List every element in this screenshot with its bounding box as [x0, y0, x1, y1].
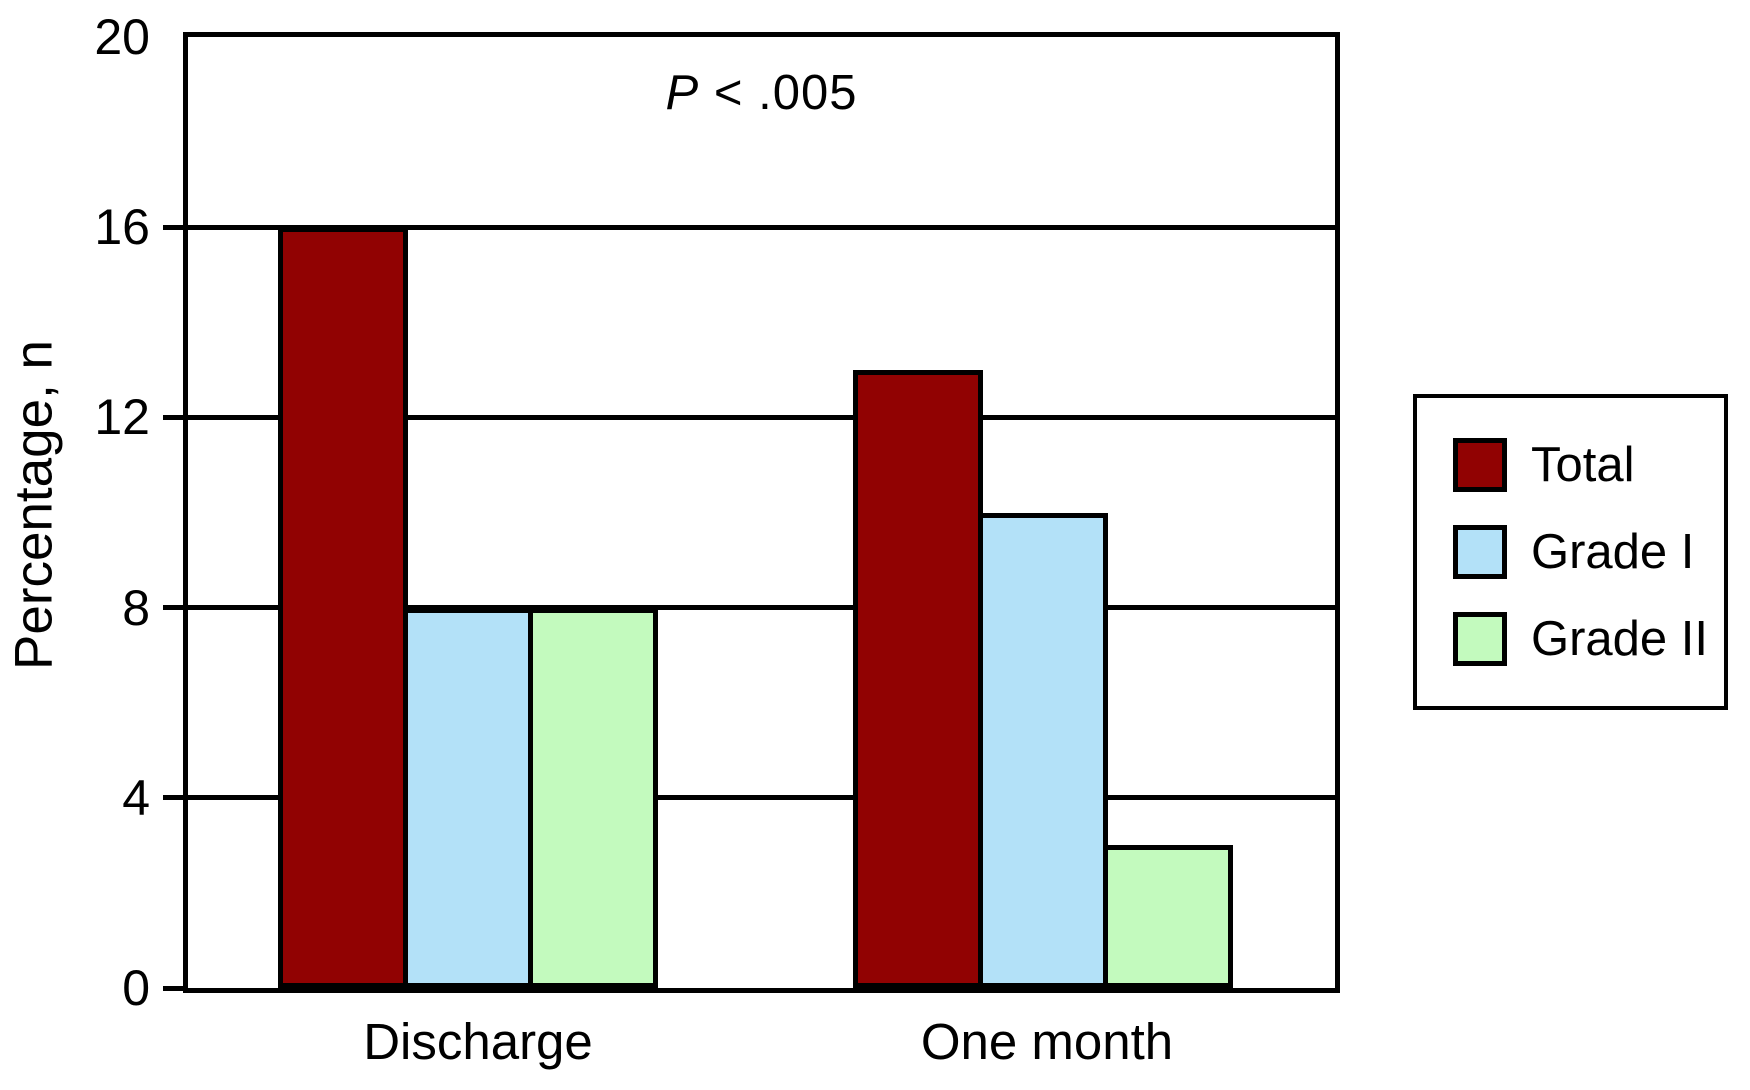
- y-tick-mark-8: [163, 605, 183, 611]
- y-tick-mark-16: [163, 224, 183, 230]
- y-tick-label-16: 16: [94, 199, 150, 256]
- bar-total-one-month: [853, 369, 983, 988]
- legend-swatch-total: [1453, 438, 1507, 492]
- bar-total-discharge: [278, 227, 408, 988]
- bar-grade-ii-discharge: [528, 607, 658, 988]
- legend-row-total: Total: [1453, 438, 1714, 492]
- y-tick-label-20: 20: [94, 9, 150, 65]
- gridline-4: [188, 795, 1335, 801]
- x-axis-label-discharge: Discharge: [363, 1013, 593, 1070]
- x-axis-label-one-month: One month: [920, 1013, 1174, 1070]
- legend-label-total: Total: [1531, 437, 1635, 492]
- y-tick-mark-12: [163, 414, 183, 420]
- y-tick-mark-0: [163, 985, 183, 991]
- legend-swatch-grade-2: [1453, 612, 1507, 666]
- y-tick-label-8: 8: [122, 579, 150, 636]
- y-tick-label-12: 12: [94, 389, 150, 446]
- bar-grade-i-one-month: [978, 512, 1108, 988]
- gridline-16: [188, 224, 1335, 230]
- legend-label-grade-1: Grade I: [1531, 524, 1695, 579]
- plot-area: P < .005: [183, 32, 1340, 993]
- legend-row-grade-2: Grade II: [1453, 612, 1714, 666]
- y-tick-label-4: 4: [122, 769, 150, 826]
- legend-swatch-grade-1: [1453, 525, 1507, 579]
- legend-row-grade-1: Grade I: [1453, 525, 1714, 579]
- gridline-12: [188, 414, 1335, 420]
- legend-label-grade-2: Grade II: [1531, 611, 1709, 666]
- bar-grade-ii-one-month: [1103, 845, 1233, 988]
- bar-grade-i-discharge: [403, 607, 533, 988]
- y-tick-label-0: 0: [122, 960, 150, 1016]
- gridline-8: [188, 605, 1335, 611]
- y-tick-mark-4: [163, 795, 183, 801]
- p-value-annotation: P < .005: [188, 65, 1335, 121]
- p-value-text: < .005: [699, 66, 858, 120]
- p-value-symbol: P: [665, 66, 700, 120]
- legend: Total Grade I Grade II: [1413, 394, 1728, 710]
